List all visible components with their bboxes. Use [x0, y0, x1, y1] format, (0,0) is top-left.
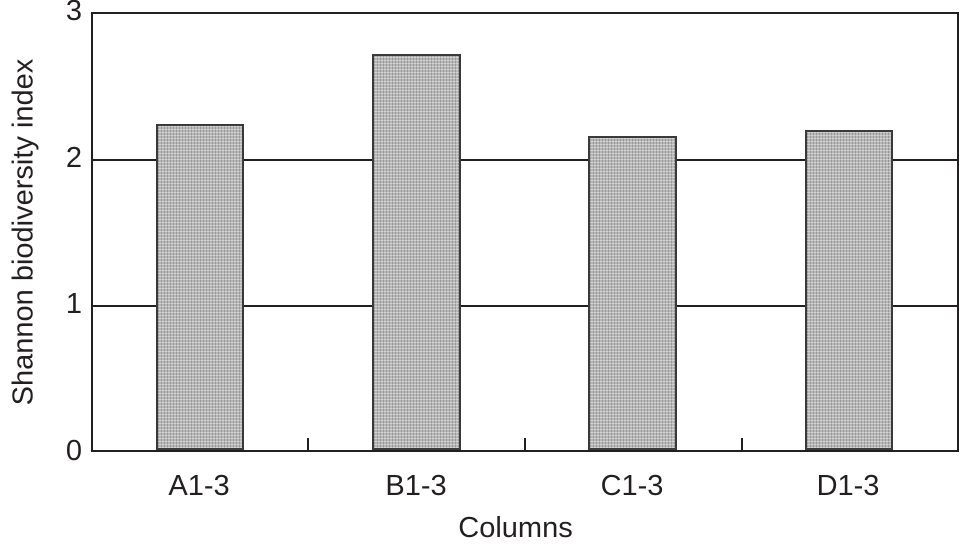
x-tick-label: C1-3	[600, 470, 664, 502]
x-tick	[307, 438, 309, 450]
x-tick	[741, 438, 743, 450]
bar-d1-3	[805, 130, 893, 450]
y-tick-label: 2	[65, 142, 82, 174]
y-tick-label: 0	[65, 435, 82, 467]
x-tick-label: A1-3	[168, 470, 230, 502]
x-tick	[524, 438, 526, 450]
y-tick-label: 3	[65, 0, 82, 27]
bar-b1-3	[372, 54, 461, 450]
gridline-1	[93, 305, 957, 307]
y-axis-title: Shannon biodiversity index	[7, 58, 40, 406]
bar-a1-3	[156, 124, 244, 450]
x-tick-label: D1-3	[816, 470, 880, 502]
gridline-2	[93, 159, 957, 161]
y-tick-label: 1	[65, 288, 82, 320]
x-axis-title: Columns	[458, 512, 573, 544]
plot-area	[91, 12, 959, 452]
bar-c1-3	[588, 136, 677, 450]
x-tick-label: B1-3	[385, 470, 447, 502]
